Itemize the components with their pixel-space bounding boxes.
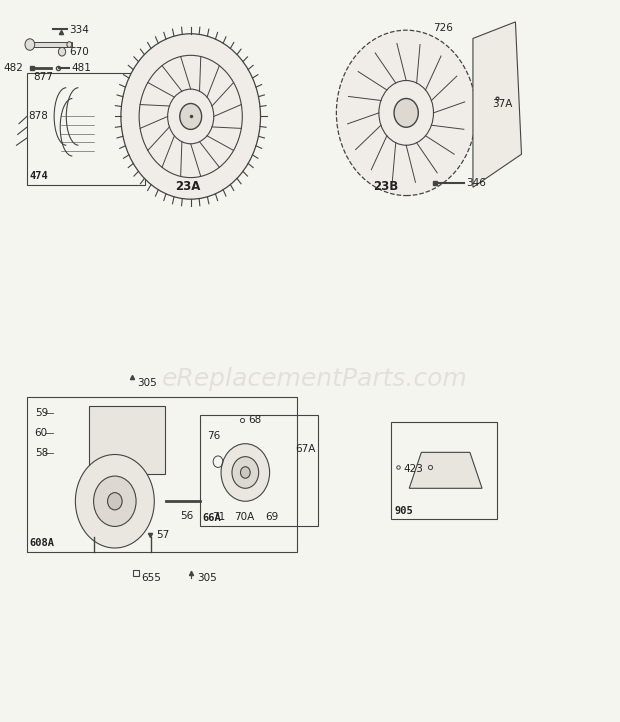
Text: 423: 423 bbox=[403, 464, 423, 474]
Circle shape bbox=[76, 454, 154, 548]
FancyBboxPatch shape bbox=[89, 406, 164, 474]
Text: 655: 655 bbox=[141, 573, 161, 583]
Polygon shape bbox=[30, 43, 73, 47]
Circle shape bbox=[180, 103, 202, 129]
Text: 482: 482 bbox=[4, 63, 24, 72]
Polygon shape bbox=[409, 453, 482, 488]
Text: 76: 76 bbox=[207, 431, 220, 441]
Circle shape bbox=[139, 56, 242, 178]
Text: 57: 57 bbox=[156, 530, 169, 540]
Text: 305: 305 bbox=[136, 378, 156, 388]
Text: 68: 68 bbox=[249, 415, 262, 425]
Text: 70A: 70A bbox=[234, 512, 254, 522]
Circle shape bbox=[25, 39, 35, 51]
Text: 69: 69 bbox=[265, 512, 278, 522]
Circle shape bbox=[167, 89, 214, 144]
Circle shape bbox=[107, 492, 122, 510]
Text: 66A: 66A bbox=[203, 513, 221, 523]
Text: 59: 59 bbox=[35, 408, 48, 418]
Polygon shape bbox=[473, 22, 521, 187]
Circle shape bbox=[221, 444, 270, 501]
Circle shape bbox=[394, 98, 418, 127]
Text: 334: 334 bbox=[69, 25, 89, 35]
Circle shape bbox=[121, 34, 260, 199]
Circle shape bbox=[379, 81, 433, 145]
Text: 58: 58 bbox=[35, 448, 48, 458]
Text: 37A: 37A bbox=[492, 98, 513, 108]
Text: 877: 877 bbox=[33, 72, 53, 82]
Circle shape bbox=[337, 30, 476, 196]
Circle shape bbox=[241, 466, 250, 478]
Text: 56: 56 bbox=[180, 510, 193, 521]
Text: 23B: 23B bbox=[373, 180, 398, 193]
Text: 481: 481 bbox=[71, 63, 91, 72]
Circle shape bbox=[67, 42, 72, 48]
Circle shape bbox=[94, 476, 136, 526]
Text: 60: 60 bbox=[35, 428, 48, 438]
Text: 474: 474 bbox=[30, 171, 48, 181]
Text: 305: 305 bbox=[197, 573, 216, 583]
Circle shape bbox=[58, 48, 66, 56]
Text: 71: 71 bbox=[212, 512, 225, 522]
Text: 608A: 608A bbox=[30, 538, 55, 548]
Text: 726: 726 bbox=[433, 23, 453, 33]
Circle shape bbox=[232, 456, 259, 488]
Text: 23A: 23A bbox=[175, 180, 201, 193]
Text: 905: 905 bbox=[394, 505, 413, 516]
Text: 878: 878 bbox=[29, 111, 48, 121]
Text: eReplacementParts.com: eReplacementParts.com bbox=[162, 367, 468, 391]
Text: 670: 670 bbox=[69, 47, 89, 57]
Text: 346: 346 bbox=[466, 178, 485, 188]
Text: 67A: 67A bbox=[296, 444, 316, 453]
